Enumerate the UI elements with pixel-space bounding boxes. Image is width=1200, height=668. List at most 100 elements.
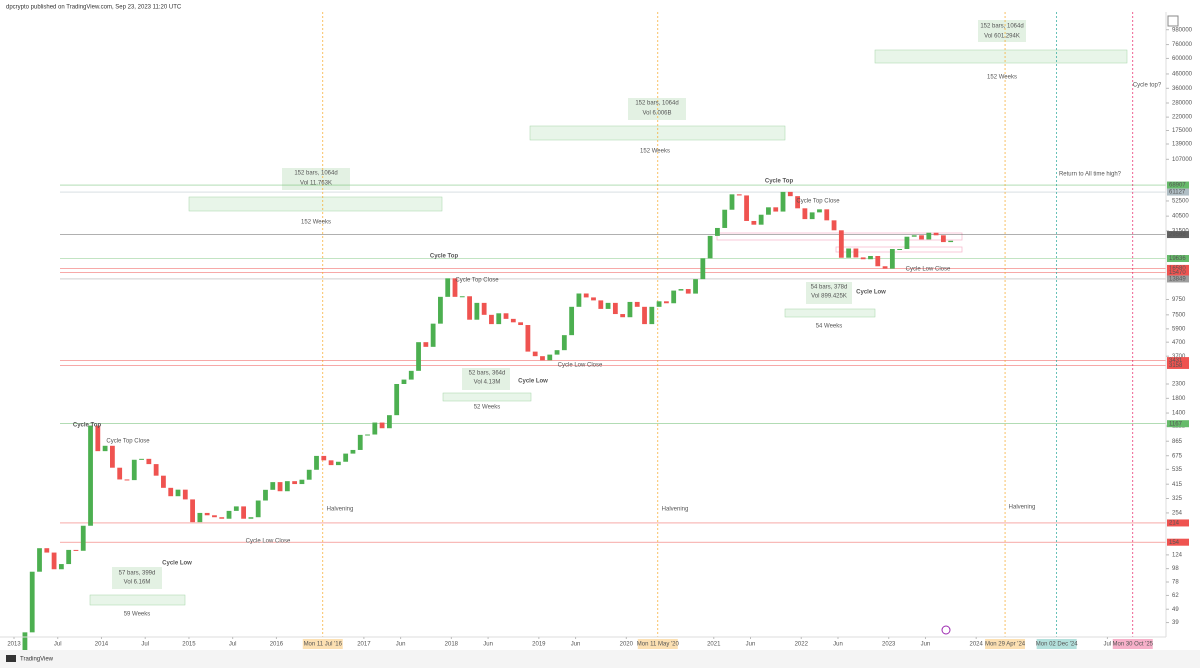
candle <box>197 512 203 523</box>
level-box <box>1167 357 1189 365</box>
candle <box>401 379 407 384</box>
level-box <box>1167 188 1189 196</box>
annotation: Vol 4.13M <box>474 380 501 386</box>
candle <box>321 455 327 461</box>
candle <box>233 506 239 511</box>
candle <box>80 525 86 551</box>
y-tick-label: 360000 <box>1172 86 1193 92</box>
candle <box>394 383 400 416</box>
candle <box>591 297 596 301</box>
candle <box>343 453 349 462</box>
annotation: Halvening <box>1009 505 1036 511</box>
y-tick-label: 40500 <box>1172 214 1189 220</box>
candle <box>875 255 881 267</box>
candle <box>656 301 662 307</box>
annotation: 59 Weeks <box>124 612 151 618</box>
candle <box>933 232 939 236</box>
y-tick-label: 9750 <box>1172 297 1186 303</box>
candle <box>817 209 822 213</box>
annotation: 152 bars, 1064d <box>980 24 1023 30</box>
candle <box>685 289 691 294</box>
candle <box>459 296 465 298</box>
candle <box>722 209 728 228</box>
candle <box>715 227 720 236</box>
y-tick-label: 3700 <box>1172 354 1186 360</box>
candle <box>263 489 268 501</box>
candle <box>663 301 669 304</box>
candle <box>467 296 472 320</box>
y-tick-label: 760000 <box>1172 42 1193 48</box>
candle <box>379 422 385 429</box>
settings-icon[interactable] <box>1167 15 1179 27</box>
y-tick-label: 415 <box>1172 482 1183 488</box>
x-tick-label: 2020 <box>620 642 634 648</box>
candle <box>161 475 166 488</box>
candle <box>306 469 312 480</box>
candle <box>357 434 363 450</box>
annotation: 52 bars, 364d <box>469 371 506 377</box>
marker-label: Mon 11 May '20 <box>637 642 680 648</box>
level-box <box>1167 538 1189 546</box>
candle <box>182 489 188 500</box>
candle <box>642 306 647 325</box>
candle <box>678 289 684 291</box>
candle <box>226 510 232 519</box>
candle <box>649 306 655 325</box>
candle <box>110 445 115 468</box>
candle <box>780 191 786 212</box>
y-tick-label: 1400 <box>1172 411 1186 417</box>
candle <box>131 459 137 481</box>
candle <box>452 278 458 297</box>
candle <box>795 196 800 209</box>
candle <box>576 293 582 307</box>
range-box <box>874 49 1128 64</box>
y-tick-label: 175000 <box>1172 128 1193 134</box>
candle <box>66 549 72 565</box>
candle <box>284 481 290 492</box>
level-label: 61127 <box>1169 190 1186 196</box>
level-box <box>1167 268 1189 276</box>
marker-label: Mon 11 Jul '16 <box>304 642 343 648</box>
x-tick-label: Jun <box>571 642 581 648</box>
candle <box>569 306 575 336</box>
candle <box>525 325 531 352</box>
candle <box>554 350 560 355</box>
range-box <box>89 594 186 606</box>
range-box <box>188 196 443 212</box>
candle <box>831 220 837 231</box>
marker-box <box>1112 639 1153 649</box>
marker-label: Mon 29 Apr '24 <box>985 642 1026 648</box>
event-icon[interactable] <box>941 625 951 635</box>
x-tick-label: 2017 <box>357 642 371 648</box>
candle <box>846 248 852 258</box>
candle <box>948 240 954 243</box>
candle <box>532 351 538 357</box>
y-tick-label: 1800 <box>1172 396 1186 402</box>
y-tick-label: 7500 <box>1172 312 1186 318</box>
y-tick-label: 460000 <box>1172 72 1193 78</box>
info-box <box>462 368 510 390</box>
footer: TradingView <box>20 657 54 663</box>
level-box <box>1167 231 1189 239</box>
candle <box>707 235 713 259</box>
info-box <box>806 282 852 304</box>
x-tick-label: 2013 <box>7 642 21 648</box>
candle <box>372 422 378 435</box>
candle <box>926 232 932 240</box>
annotation: Cycle Low Close <box>906 267 951 273</box>
info-box <box>112 567 162 589</box>
candle <box>882 266 888 269</box>
x-tick-label: Jun <box>921 642 931 648</box>
candle <box>671 290 677 304</box>
level-label: 3158 <box>1169 363 1183 369</box>
candle <box>408 370 414 380</box>
annotation: Halvening <box>327 507 354 513</box>
candle <box>365 434 370 436</box>
candle <box>102 445 108 452</box>
y-tick-label: 280000 <box>1172 101 1193 107</box>
range-zone <box>835 246 963 253</box>
candle <box>736 194 742 196</box>
annotation: Cycle Top Close <box>455 278 499 284</box>
candle <box>496 313 502 325</box>
